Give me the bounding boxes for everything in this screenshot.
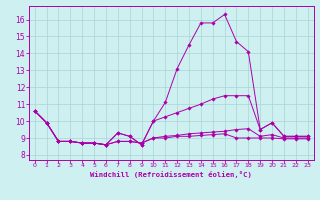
X-axis label: Windchill (Refroidissement éolien,°C): Windchill (Refroidissement éolien,°C) — [90, 171, 252, 178]
